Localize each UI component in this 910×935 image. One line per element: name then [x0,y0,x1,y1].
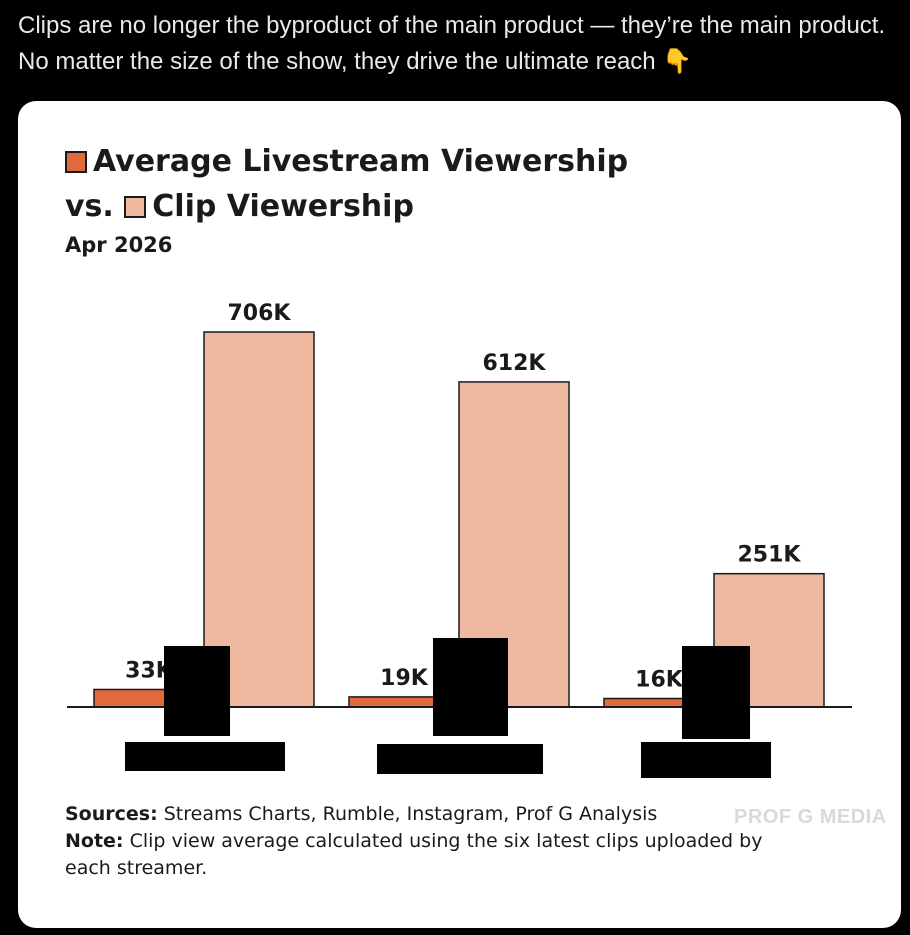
sources-label: Sources: [65,803,158,825]
livestream-value-label-3: 16K [635,668,684,693]
clip-value-label-2: 612K [483,351,547,376]
chart-title: Average Livestream Viewership vs. Clip V… [65,139,628,229]
tweet-text: Clips are no longer the byproduct of the… [18,8,898,80]
tweet-body: Clips are no longer the byproduct of the… [18,12,886,75]
sources-line: Sources: Streams Charts, Rumble, Instagr… [65,801,765,828]
title-line2: Clip Viewership [152,189,414,224]
clip-value-label-1: 706K [228,301,292,326]
note-line: Note: Clip view average calculated using… [65,828,765,882]
sources-text: Streams Charts, Rumble, Instagram, Prof … [163,803,658,825]
redacted-avatar-3 [682,646,750,739]
chart-card[interactable]: Average Livestream Viewership vs. Clip V… [18,101,901,928]
note-text: Clip view average calculated using the s… [65,830,763,879]
legend-swatch-clip [124,196,147,218]
clip-bar-1 [203,331,315,708]
title-vs: vs. [65,189,114,224]
title-line1: Average Livestream Viewership [93,144,629,179]
livestream-value-label-2: 19K [380,666,429,691]
chart-footer: Sources: Streams Charts, Rumble, Instagr… [65,801,765,882]
pointing-down-emoji: 👇 [662,48,693,75]
clip-value-label-3: 251K [738,543,802,568]
redacted-avatar-1 [164,646,230,736]
redacted-name-3 [641,742,771,778]
legend-swatch-livestream [65,151,87,173]
chart-subtitle: Apr 2026 [65,233,173,257]
redacted-name-2 [377,744,543,774]
redacted-name-1 [125,742,285,771]
brand-watermark: PROF G MEDIA [734,806,887,828]
redacted-avatar-2 [433,638,508,736]
note-label: Note: [65,830,124,852]
